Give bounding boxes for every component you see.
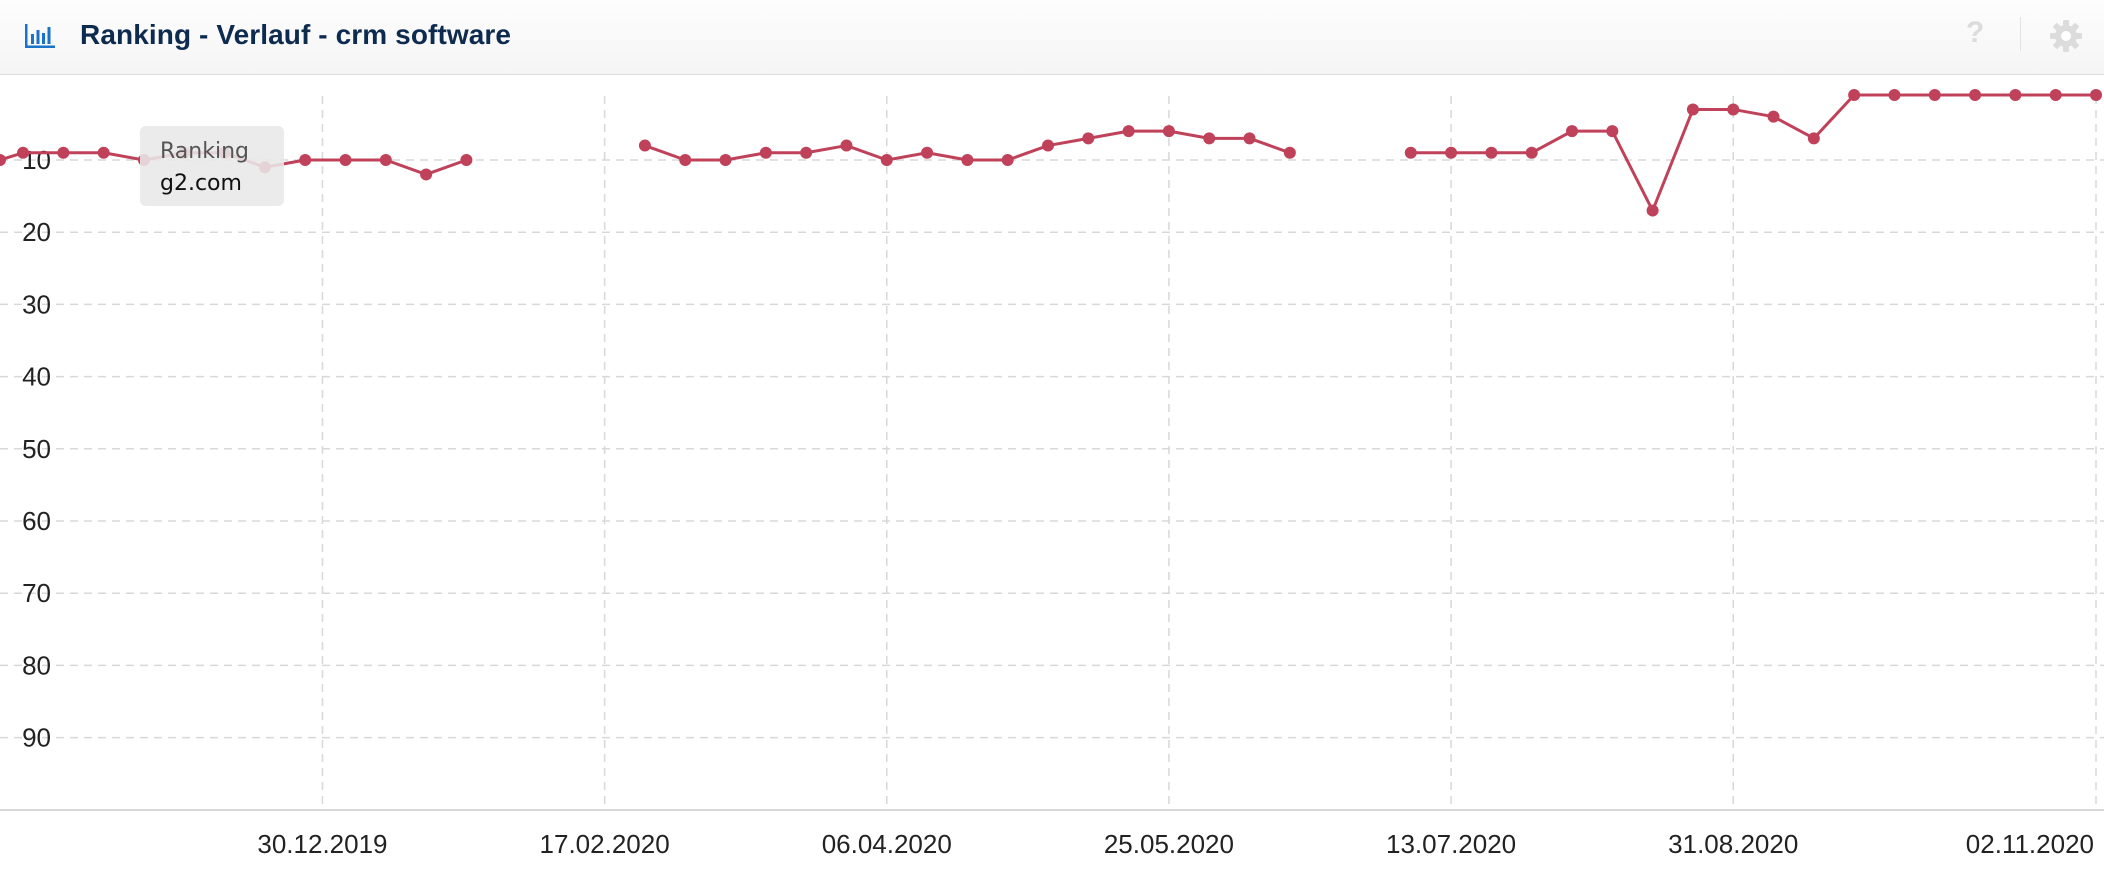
header-divider <box>2020 17 2021 51</box>
data-point <box>460 154 473 166</box>
data-point <box>1928 89 1941 102</box>
y-tick-label: 60 <box>22 506 51 536</box>
data-point <box>1969 89 1982 102</box>
data-point <box>379 154 392 166</box>
data-point <box>1001 154 1014 166</box>
chart-header: Ranking - Verlauf - crm software ? <box>0 0 2104 75</box>
y-tick-label: 40 <box>22 362 51 392</box>
data-point <box>420 168 433 181</box>
data-point <box>1606 125 1619 138</box>
data-point <box>1888 89 1901 102</box>
tooltip-value: g2.com <box>160 171 242 196</box>
data-point <box>1162 125 1175 138</box>
data-point <box>2009 89 2022 102</box>
data-point <box>2090 89 2102 102</box>
data-point <box>961 154 974 166</box>
data-point <box>2049 89 2062 102</box>
data-point <box>1042 139 1054 152</box>
x-tick-label: 30.12.2019 <box>257 829 387 859</box>
data-point <box>1727 103 1740 116</box>
x-tick-label: 13.07.2020 <box>1386 829 1516 859</box>
data-point <box>1404 146 1417 159</box>
y-tick-label: 70 <box>22 578 51 608</box>
data-point <box>1566 125 1578 138</box>
data-point <box>1485 146 1498 159</box>
data-point <box>719 154 732 166</box>
data-point <box>17 146 30 159</box>
data-point <box>800 146 813 159</box>
y-tick-label: 90 <box>22 723 51 753</box>
y-tick-label: 30 <box>22 289 51 319</box>
data-point <box>679 154 692 166</box>
data-point <box>0 154 6 166</box>
data-point <box>1082 132 1095 145</box>
data-point <box>1646 204 1659 217</box>
x-tick-label: 17.02.2020 <box>540 829 670 859</box>
bar-chart-icon <box>25 24 55 48</box>
data-point <box>1525 146 1538 159</box>
y-tick-label: 50 <box>22 434 51 464</box>
data-point <box>1445 146 1458 159</box>
data-point <box>1848 89 1861 102</box>
tooltip-label: Ranking <box>160 139 249 164</box>
data-point <box>97 146 110 159</box>
data-point <box>880 154 893 166</box>
x-tick-label: 25.05.2020 <box>1104 829 1234 859</box>
help-icon[interactable]: ? <box>1966 16 1985 49</box>
data-point <box>299 154 312 166</box>
data-point <box>1767 110 1780 123</box>
x-tick-label: 06.04.2020 <box>822 829 952 859</box>
data-point <box>1122 125 1135 138</box>
data-point <box>1686 103 1699 116</box>
data-point <box>57 146 70 159</box>
data-point <box>1243 132 1256 145</box>
chart-tooltip: Ranking g2.com <box>140 126 284 206</box>
chart-title: Ranking - Verlauf - crm software <box>80 19 512 50</box>
data-point <box>759 146 772 159</box>
data-point <box>339 154 352 166</box>
x-tick-label: 02.11.2020 <box>1966 829 2094 859</box>
data-point <box>840 139 853 152</box>
data-point <box>1283 146 1296 159</box>
x-tick-label: 31.08.2020 <box>1668 829 1798 859</box>
gear-icon[interactable] <box>2048 18 2084 54</box>
data-point <box>921 146 934 159</box>
data-point <box>638 139 651 152</box>
data-point <box>1807 132 1820 145</box>
series-line <box>1410 93 2096 213</box>
y-tick-label: 20 <box>22 217 51 247</box>
data-point <box>1203 132 1216 145</box>
y-tick-label: 80 <box>22 650 51 680</box>
